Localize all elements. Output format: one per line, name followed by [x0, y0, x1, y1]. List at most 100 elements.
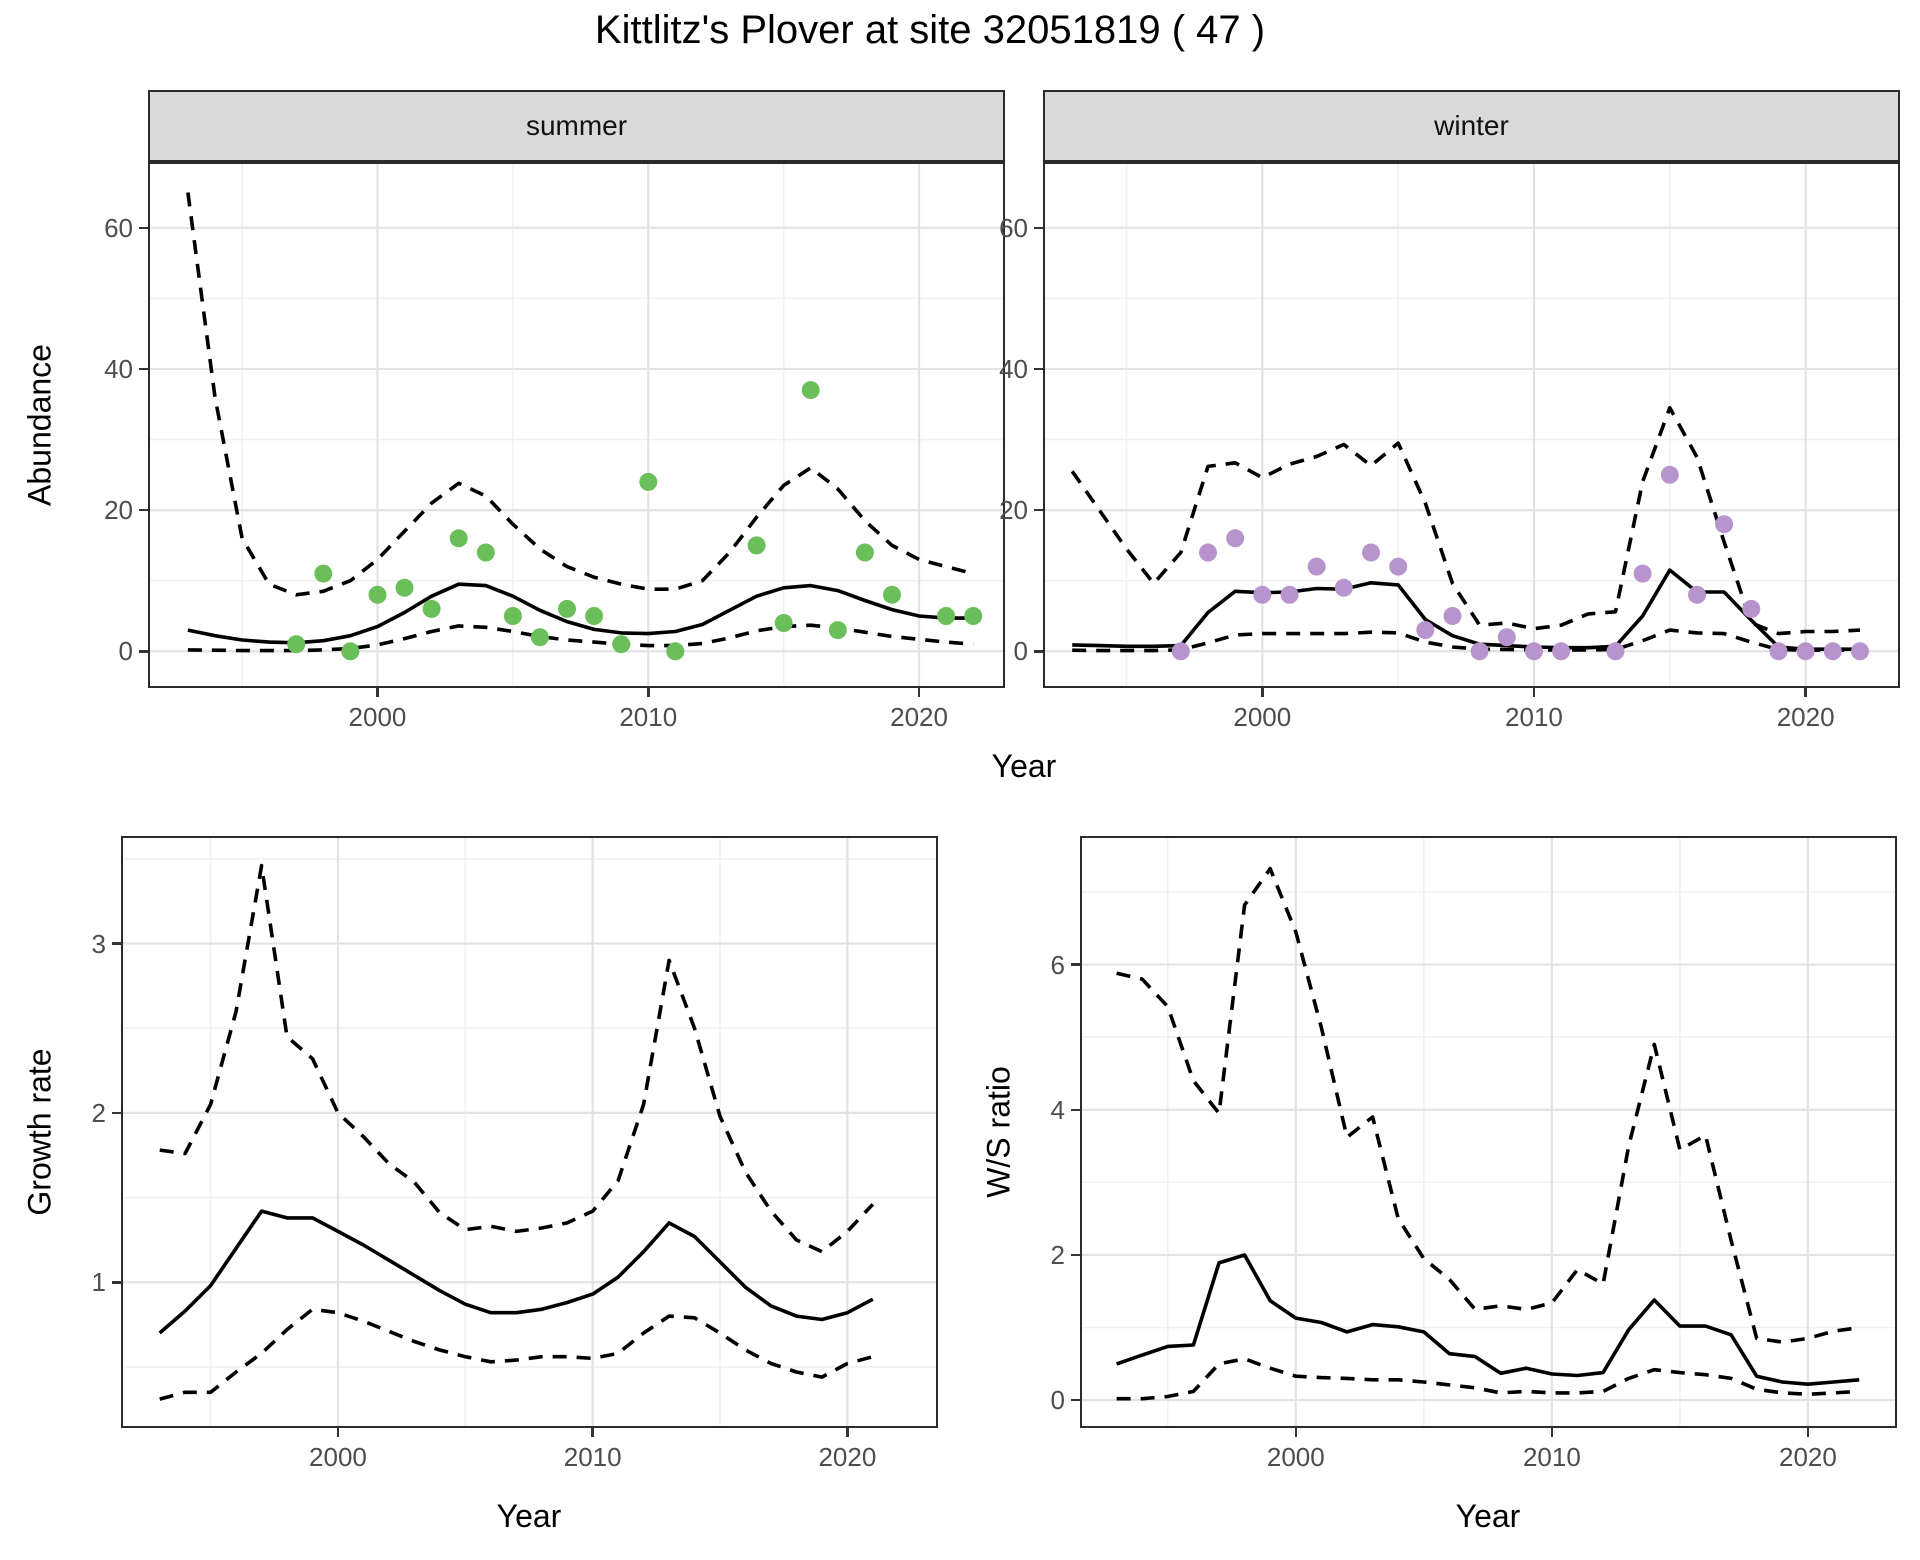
y-tick-mark — [1071, 1108, 1080, 1112]
facet-strip-winter: winter — [1043, 90, 1900, 162]
x-axis-title-top: Year — [991, 748, 1057, 784]
panel-growth-svg — [123, 838, 936, 1426]
data-point — [1226, 529, 1245, 548]
x-tick-mark — [591, 1428, 594, 1437]
series-upper-ci — [1116, 866, 1860, 1344]
y-tick-label: 0 — [1050, 1385, 1065, 1416]
x-tick-label: 2010 — [563, 1442, 622, 1472]
series-mean — [158, 1209, 874, 1335]
data-point — [666, 642, 685, 661]
data-point — [558, 599, 576, 618]
x-tick-mark — [376, 688, 379, 697]
data-point — [287, 635, 306, 654]
y-tick-mark — [139, 508, 148, 512]
y-tick-label: 4 — [1050, 1094, 1065, 1125]
data-point — [964, 607, 983, 625]
data-point — [476, 543, 495, 562]
x-tick-label: 2000 — [1233, 702, 1292, 732]
y-tick-mark — [1071, 1253, 1080, 1257]
panel-ws-svg — [1082, 838, 1895, 1426]
series-lower-ci — [1072, 628, 1861, 653]
y-tick-label: 0 — [118, 636, 133, 667]
series-upper-ci — [159, 863, 875, 1254]
data-point — [1171, 642, 1190, 661]
x-tick-label: 2020 — [1776, 702, 1835, 732]
data-point — [1253, 585, 1272, 604]
data-point — [612, 635, 631, 654]
y-tick-mark — [1034, 508, 1043, 512]
data-point — [1307, 557, 1326, 576]
x-tick-label: 2020 — [890, 702, 948, 732]
data-point — [1470, 642, 1489, 661]
data-point — [801, 381, 820, 400]
series-lower-ci — [187, 623, 974, 653]
x-tick-label: 2020 — [818, 1442, 877, 1472]
y-axis-title-ws-ratio: W/S ratio — [980, 1066, 1017, 1198]
y-tick-mark — [1034, 650, 1043, 653]
data-point — [1742, 599, 1761, 618]
data-point — [1443, 607, 1462, 625]
y-tick-label: 40 — [104, 353, 133, 384]
data-point — [585, 607, 604, 625]
y-tick-mark — [1071, 1398, 1080, 1402]
data-point — [1688, 585, 1706, 604]
y-tick-mark — [1034, 226, 1043, 230]
y-tick-mark — [112, 942, 121, 945]
data-point — [1362, 543, 1380, 562]
chart-title: Kittlitz's Plover at site 32051819 ( 47 … — [594, 8, 1266, 52]
x-tick-mark — [1532, 688, 1536, 697]
x-axis-title-ws: Year — [1455, 1498, 1521, 1534]
series-upper-ci — [1070, 406, 1861, 636]
x-tick-label: 2020 — [1779, 1442, 1837, 1472]
data-point — [1280, 585, 1299, 604]
panel-abundance-winter-svg — [1045, 164, 1898, 686]
panel-ws-ratio — [1080, 836, 1897, 1428]
y-tick-mark — [139, 226, 148, 230]
facet-strip-winter-label: winter — [1434, 110, 1509, 141]
series-mean — [1072, 568, 1860, 652]
data-point — [1525, 642, 1543, 661]
data-point — [747, 536, 766, 555]
data-point — [1497, 628, 1516, 647]
facet-strip-summer-label: summer — [525, 110, 628, 141]
x-tick-label: 2000 — [309, 1442, 367, 1472]
x-tick-label: 2000 — [348, 702, 407, 732]
x-tick-label: 2010 — [619, 702, 678, 732]
data-point — [1199, 543, 1217, 562]
x-tick-mark — [1550, 1428, 1554, 1437]
data-point — [1823, 642, 1842, 661]
facet-strip-summer: summer — [148, 90, 1005, 162]
y-tick-label: 0 — [1013, 636, 1028, 667]
data-point — [937, 607, 956, 625]
y-tick-mark — [1071, 963, 1080, 966]
data-point — [1715, 515, 1734, 534]
series-upper-ci — [186, 192, 974, 597]
y-tick-label: 1 — [91, 1267, 106, 1298]
y-tick-mark — [139, 650, 148, 653]
panel-growth-rate — [121, 836, 938, 1428]
x-tick-mark — [647, 688, 650, 697]
y-tick-label: 20 — [104, 495, 133, 526]
y-tick-label: 6 — [1050, 949, 1065, 980]
data-point — [314, 564, 333, 583]
panel-abundance-winter — [1043, 162, 1900, 688]
data-point — [503, 607, 522, 625]
y-tick-label: 3 — [91, 928, 106, 959]
data-point — [855, 543, 874, 562]
data-point — [1851, 642, 1869, 661]
data-point — [341, 642, 360, 661]
series-lower-ci — [1116, 1356, 1860, 1401]
data-point — [1606, 642, 1625, 661]
series-mean — [1116, 1253, 1860, 1387]
x-tick-mark — [1294, 1428, 1298, 1437]
x-tick-mark — [917, 688, 921, 697]
x-tick-mark — [846, 1428, 849, 1437]
data-point — [395, 578, 414, 597]
y-axis-title-growth-rate: Growth rate — [21, 1048, 58, 1216]
y-tick-label: 40 — [999, 353, 1028, 384]
series-lower-ci — [159, 1307, 874, 1401]
y-tick-mark — [112, 1281, 121, 1284]
data-point — [1769, 642, 1788, 661]
data-point — [368, 585, 387, 604]
